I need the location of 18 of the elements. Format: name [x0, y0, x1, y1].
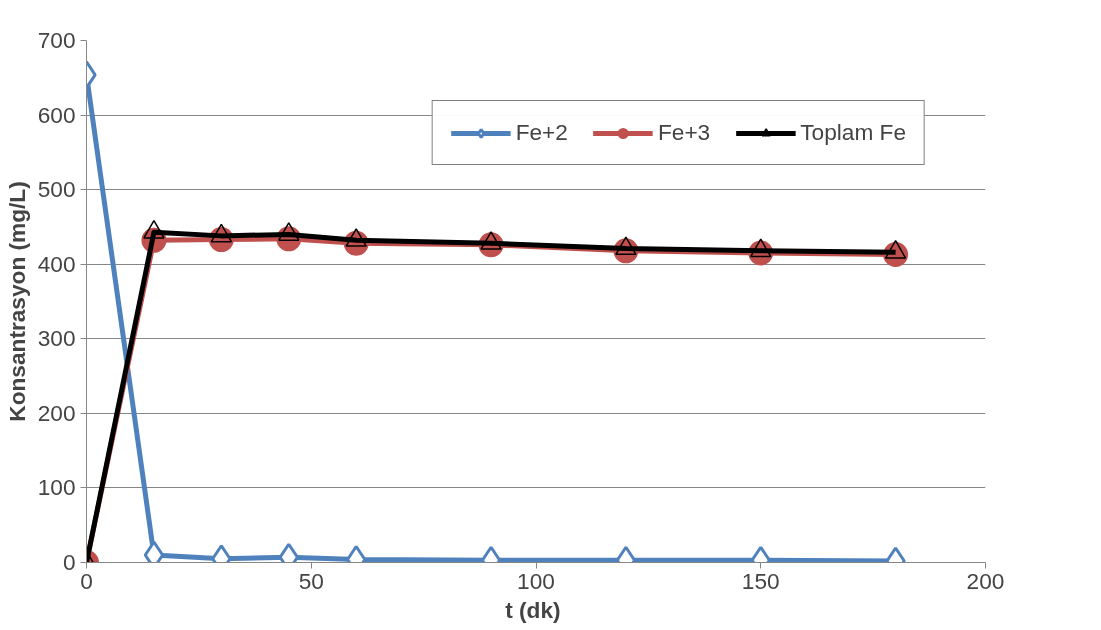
y-tick-label: 500 [37, 176, 76, 203]
y-tick-label: 700 [37, 27, 76, 53]
y-tick-label: 400 [37, 250, 76, 277]
x-axis-title: t (dk) [505, 596, 561, 623]
legend-label: Toplam Fe [800, 119, 906, 146]
x-tick-label: 50 [298, 567, 324, 594]
x-tick-label: 150 [741, 567, 780, 594]
y-axis-title: Konsantrasyon (mg/L) [3, 181, 30, 422]
y-tick-label: 300 [37, 325, 76, 352]
y-tick-label: 100 [37, 474, 76, 501]
x-tick-label: 0 [80, 567, 93, 594]
legend-label: Fe+3 [657, 119, 711, 146]
x-tick-label: 100 [517, 567, 555, 594]
x-tick-label: 200 [966, 567, 1005, 594]
legend-label: Fe+2 [515, 119, 568, 146]
y-tick-label: 0 [62, 549, 76, 575]
y-tick-label: 200 [37, 399, 76, 426]
y-tick-label: 600 [37, 101, 76, 128]
